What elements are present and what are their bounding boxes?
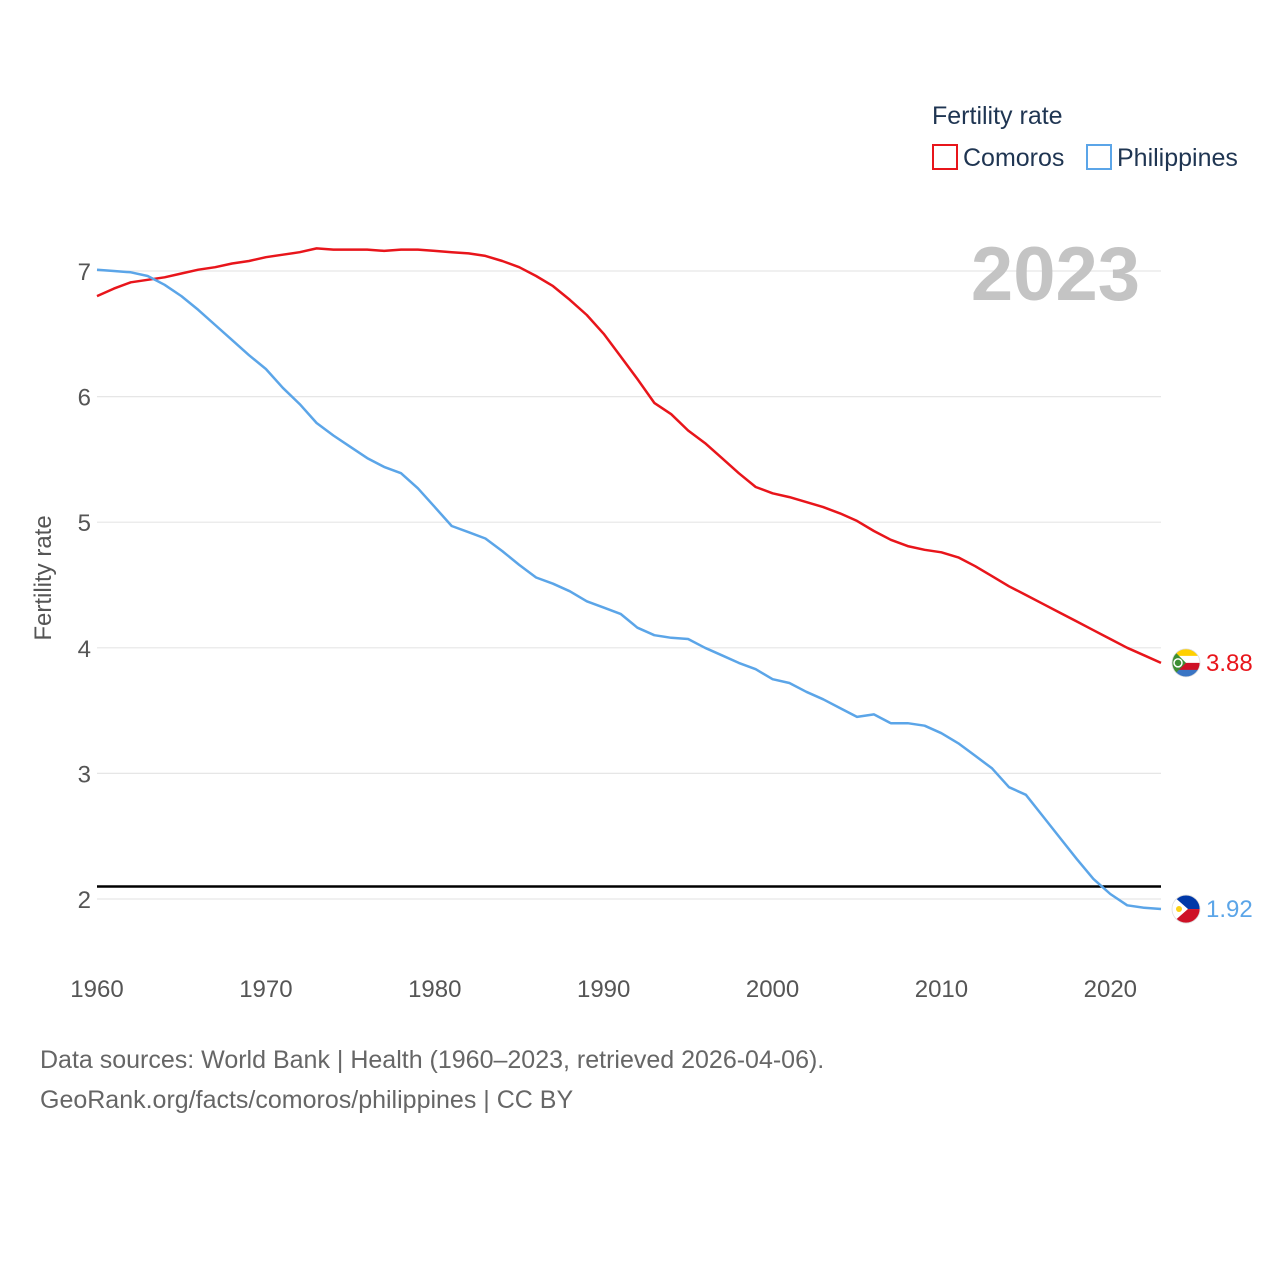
legend-swatch-comoros — [932, 144, 958, 170]
philippines-flag-icon — [1172, 895, 1200, 924]
x-axis-ticks: 1960 1970 1980 1990 2000 2010 2020 — [70, 976, 1137, 1003]
legend-swatch-philippines — [1086, 144, 1112, 170]
x-tick-label: 2000 — [746, 976, 799, 1003]
legend-item-comoros[interactable]: Comoros — [932, 144, 1064, 172]
end-markers: 3.88 1.92 — [1171, 648, 1253, 924]
source-line-2: GeoRank.org/facts/comoros/philippines | … — [40, 1086, 574, 1114]
y-gridlines — [97, 270, 1161, 900]
current-year-label: 2023 — [971, 232, 1140, 317]
y-axis-ticks: 2 3 4 5 6 7 — [78, 259, 91, 914]
series-lines — [96, 247, 1162, 911]
legend-item-philippines[interactable]: Philippines — [1086, 144, 1238, 172]
y-tick-label: 3 — [78, 761, 91, 788]
end-value-label-comoros: 3.88 — [1206, 650, 1253, 677]
legend-label-comoros: Comoros — [963, 144, 1064, 172]
legend-label-philippines: Philippines — [1117, 144, 1238, 172]
y-tick-label: 4 — [78, 636, 91, 663]
y-tick-label: 7 — [78, 259, 91, 286]
comoros-flag-icon — [1172, 648, 1200, 677]
y-tick-label: 2 — [78, 887, 91, 914]
x-tick-label: 1970 — [239, 976, 292, 1003]
y-axis-title: Fertility rate — [30, 515, 57, 640]
flag-border — [1171, 648, 1201, 678]
series-line-philippines[interactable] — [96, 268, 1162, 911]
x-tick-label: 2020 — [1084, 976, 1137, 1003]
legend: Fertility rate Comoros Philippines — [932, 102, 1238, 172]
x-tick-label: 2010 — [915, 976, 968, 1003]
y-tick-label: 6 — [78, 385, 91, 412]
x-tick-label: 1960 — [70, 976, 123, 1003]
source-line-1: Data sources: World Bank | Health (1960–… — [40, 1046, 825, 1074]
source-note: Data sources: World Bank | Health (1960–… — [40, 1040, 1240, 1120]
series-line-comoros[interactable] — [96, 247, 1162, 665]
x-tick-label: 1990 — [577, 976, 630, 1003]
flag-border — [1171, 894, 1201, 924]
x-tick-label: 1980 — [408, 976, 461, 1003]
y-tick-label: 5 — [78, 510, 91, 537]
legend-title: Fertility rate — [932, 102, 1063, 130]
end-value-label-philippines: 1.92 — [1206, 896, 1253, 923]
